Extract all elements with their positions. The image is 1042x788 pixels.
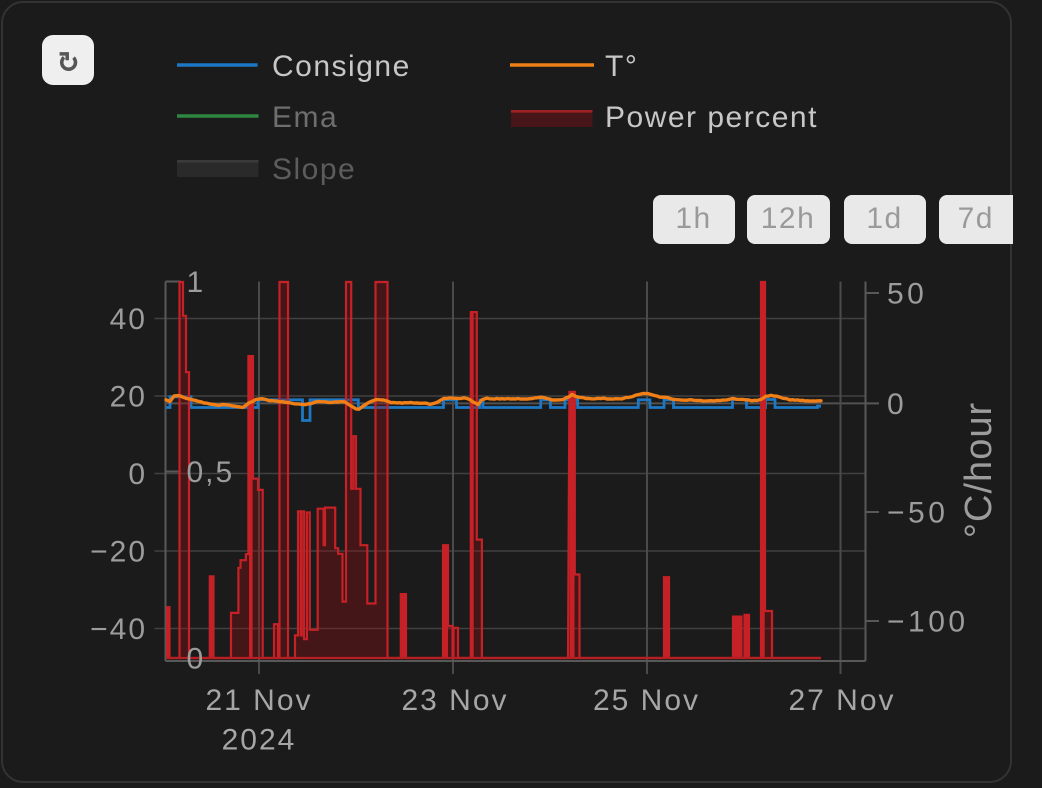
svg-text:0,5: 0,5: [187, 456, 235, 489]
svg-text:50: 50: [887, 278, 927, 311]
svg-text:20: 20: [110, 381, 147, 414]
svg-text:23 Nov: 23 Nov: [401, 684, 508, 717]
svg-text:−100: −100: [887, 606, 969, 639]
svg-text:2024: 2024: [222, 724, 297, 757]
svg-text:40: 40: [110, 303, 147, 336]
svg-text:1: 1: [187, 266, 206, 299]
svg-text:−40: −40: [90, 613, 147, 646]
svg-text:−20: −20: [90, 536, 147, 569]
svg-text:0: 0: [887, 388, 907, 421]
svg-text:27 Nov: 27 Nov: [788, 684, 895, 717]
svg-text:−50: −50: [887, 497, 948, 530]
svg-text:°C/hour: °C/hour: [958, 402, 1000, 538]
svg-text:25 Nov: 25 Nov: [593, 684, 700, 717]
svg-text:21 Nov: 21 Nov: [205, 684, 312, 717]
svg-text:0: 0: [187, 643, 206, 676]
svg-text:0: 0: [128, 458, 147, 491]
